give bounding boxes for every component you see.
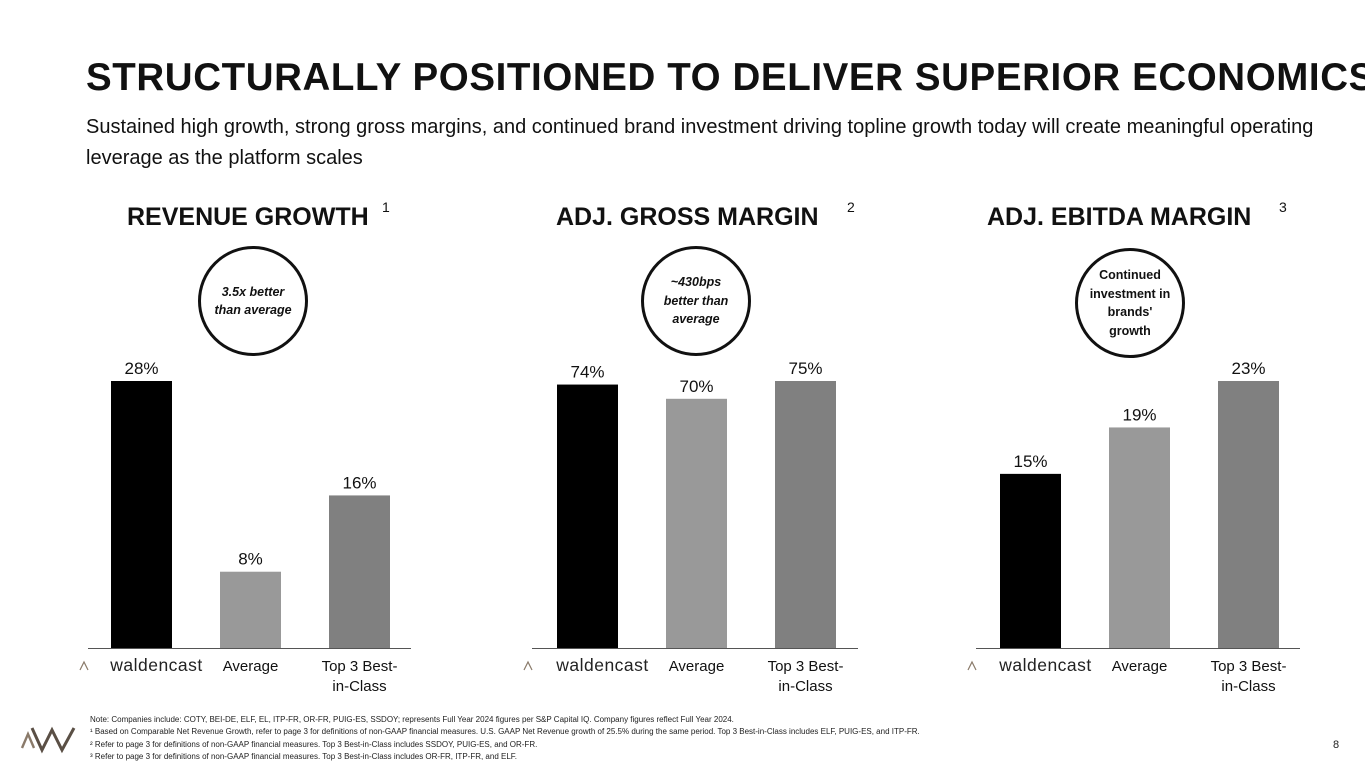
brand-mark-icon [79, 660, 89, 671]
data-label-top3: 16% [342, 473, 376, 492]
page-subtitle: Sustained high growth, strong gross marg… [86, 116, 1314, 169]
category-label-top3-line2: in-Class [332, 678, 386, 695]
category-label-average: Average [669, 658, 725, 675]
callout-text: ~430bps better than average [663, 275, 729, 327]
category-label-top3-line1: Top 3 Best- [768, 658, 844, 675]
callout-gross-margin: ~430bps better than average [641, 246, 751, 356]
data-label-average: 8% [238, 550, 263, 569]
footnote-ref-3: 3 [1279, 199, 1287, 215]
bar-waldencast [111, 381, 172, 648]
brand-mark-icon [967, 660, 977, 671]
callout-ebitda-margin: Continued investment in brands' growth [1075, 248, 1185, 358]
data-label-waldencast: 74% [570, 363, 604, 382]
callout-revenue-growth: 3.5x better than average [198, 246, 308, 356]
panel-title-revenue-growth: REVENUE GROWTH [127, 203, 369, 231]
footnotes: Note: Companies include: COTY, BEI-DE, E… [90, 714, 1190, 763]
category-label-average: Average [1112, 658, 1168, 675]
footnote-ref-2: 2 [847, 199, 855, 215]
waldencast-logo-icon [20, 726, 76, 754]
data-label-average: 70% [679, 377, 713, 396]
category-label-waldencast: waldencast [555, 655, 649, 675]
panel-title-gross-margin: ADJ. GROSS MARGIN [556, 203, 819, 231]
category-label-top3-line1: Top 3 Best- [322, 658, 398, 675]
category-label-average: Average [223, 658, 279, 675]
bar-average [1109, 427, 1170, 648]
footnote-1: ¹ Based on Comparable Net Revenue Growth… [90, 727, 920, 737]
bar-top3 [775, 381, 836, 648]
bar-waldencast [1000, 473, 1061, 648]
data-label-top3: 23% [1231, 359, 1265, 378]
page-number: 8 [1333, 739, 1340, 751]
data-label-top3: 75% [788, 359, 822, 378]
category-label-waldencast: waldencast [109, 655, 203, 675]
panel-title-ebitda-margin: ADJ. EBITDA MARGIN [987, 203, 1252, 231]
callout-text: Continued investment in brands' growth [1089, 268, 1171, 338]
bar-waldencast [557, 384, 618, 648]
footnote-ref-1: 1 [382, 199, 390, 215]
data-label-waldencast: 15% [1013, 452, 1047, 471]
footnote-2: ² Refer to page 3 for definitions of non… [90, 739, 538, 749]
category-label-top3-line2: in-Class [1221, 678, 1275, 695]
bar-top3 [1218, 381, 1279, 648]
callout-text: 3.5x better than average [214, 284, 292, 318]
page-title: STRUCTURALLY POSITIONED TO DELIVER SUPER… [86, 56, 1365, 99]
category-label-top3-line1: Top 3 Best- [1211, 658, 1287, 675]
data-label-waldencast: 28% [124, 359, 158, 378]
category-label-top3-line2: in-Class [778, 678, 832, 695]
footnote-3: ³ Refer to page 3 for definitions of non… [90, 751, 518, 761]
bar-average [666, 398, 727, 648]
category-label-waldencast: waldencast [998, 655, 1092, 675]
footnote-note: Note: Companies include: COTY, BEI-DE, E… [90, 715, 734, 724]
bar-top3 [329, 495, 390, 648]
bar-average [220, 571, 281, 648]
data-label-average: 19% [1122, 405, 1156, 424]
brand-mark-icon [523, 660, 533, 671]
